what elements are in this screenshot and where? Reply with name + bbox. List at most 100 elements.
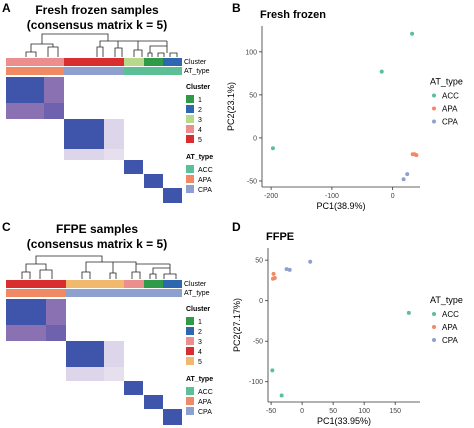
legend-label-2: 2 — [198, 329, 202, 336]
panel-a-legend-type: AT_type ACC APA CPA — [186, 154, 213, 194]
panel-d-scatter: FFPE-50 0 50 100 150-100-50050PC1(33.95%)PC2… — [232, 231, 463, 426]
legend-swatch-4 — [186, 125, 194, 133]
panel-b-x-axis-label: PC1(38.9%) — [316, 201, 365, 211]
cluster-bar-1 — [144, 58, 163, 66]
panel-c-dendrogram — [21, 255, 177, 279]
panel-b-point-cpa — [401, 177, 406, 182]
legend-type-title: AT_type — [186, 154, 213, 161]
panel-d-point-cpa — [284, 267, 289, 272]
panel-d-legend-label-cpa: CPA — [442, 336, 459, 345]
panel-b-point-acc — [379, 69, 384, 74]
legend-swatch-2 — [186, 327, 194, 335]
cluster-bar-3 — [124, 58, 144, 66]
legend-swatch-5 — [186, 135, 194, 143]
panel-b-y-tick-label: 50 — [249, 92, 257, 99]
legend-label-acc: ACC — [198, 389, 213, 396]
legend-label-2: 2 — [198, 107, 202, 114]
panel-b-title: Fresh frozen — [260, 9, 326, 21]
legend-label-3: 3 — [198, 339, 202, 346]
panel-d-y-tick-label: 0 — [259, 298, 263, 305]
cluster-bar-2 — [163, 280, 182, 288]
legend-type-title: AT_type — [186, 376, 213, 383]
panel-d-point-acc — [270, 368, 275, 373]
legend-cluster-title: Cluster — [186, 84, 210, 91]
cluster-bar-2 — [163, 58, 182, 66]
panel-d-x-tick-label: 100 — [358, 408, 370, 415]
panel-a-type-track — [6, 67, 182, 75]
panel-a-heatmap — [6, 77, 182, 203]
panel-d-x-tick-label: -50 — [266, 408, 276, 415]
legend-label-apa: APA — [198, 177, 212, 184]
panel-c-cluster-track — [6, 280, 182, 288]
legend-swatch-apa — [186, 397, 194, 405]
panel-d-y-tick-label: 50 — [255, 258, 263, 265]
panel-b-legend-marker-apa — [432, 106, 436, 111]
legend-swatch-apa — [186, 175, 194, 183]
legend-label-5: 5 — [198, 137, 202, 144]
panel-c-type-track — [6, 289, 182, 297]
legend-swatch-2 — [186, 105, 194, 113]
legend-swatch-acc — [186, 387, 194, 395]
legend-swatch-5 — [186, 357, 194, 365]
panel-d-legend-marker-cpa — [432, 338, 436, 342]
panel-d-legend-label-apa: APA — [442, 323, 458, 332]
panel-d-y-axis-label: PC2(27.17%) — [232, 298, 242, 352]
panel-b-scatter: Fresh frozen -200 -100 0 -50 0 50 100 PC1(38.9%)… — [226, 9, 463, 211]
legend-swatch-cpa — [186, 407, 194, 415]
panel-a-track-label-type: AT_type — [184, 68, 210, 75]
panel-c-letter: C — [2, 220, 11, 234]
panel-b-y-tick-label: 0 — [253, 135, 257, 142]
panel-d-y-tick-label: -50 — [253, 339, 263, 346]
panel-c-title-line1: FFPE samples — [56, 222, 138, 236]
panel-d-x-tick-label: 50 — [329, 408, 337, 415]
panel-b-y-tick-label: 100 — [245, 49, 257, 56]
panel-c-legend-cluster: Cluster 1 2 3 4 5 — [186, 306, 210, 366]
panel-c-legend-type: AT_type ACC APA CPA — [186, 376, 213, 416]
panel-d-x-tick-label: 0 — [300, 408, 304, 415]
panel-a-letter: A — [2, 1, 11, 15]
panel-d-point-cpa — [308, 259, 313, 264]
panel-b-legend-marker-acc — [432, 93, 436, 98]
panel-b-legend-label-acc: ACC — [442, 92, 459, 101]
legend-swatch-cpa — [186, 185, 194, 193]
panel-d-legend-marker-apa — [432, 325, 436, 329]
panel-a-legend-cluster: Cluster 1 2 3 4 5 — [186, 84, 210, 144]
legend-swatch-3 — [186, 115, 194, 123]
panel-d-letter: D — [232, 220, 241, 234]
type-bar-apa — [6, 67, 64, 75]
panel-b-legend-label-cpa: CPA — [442, 118, 459, 127]
panel-b-y-tick-label: -50 — [247, 178, 257, 185]
legend-cluster-title: Cluster — [186, 306, 210, 313]
type-bar-acc — [124, 67, 182, 75]
panel-d-point-apa — [270, 276, 275, 281]
panel-a-title-line1: Fresh frozen samples — [35, 3, 159, 17]
panel-b-y-axis-label: PC2(23.1%) — [226, 82, 236, 131]
panel-c: C FFPE samples (consensus matrix k = 5) … — [2, 220, 213, 425]
panel-c-track-label-cluster: Cluster — [184, 281, 207, 288]
cluster-bar-5 — [66, 280, 124, 288]
cluster-bar-3 — [124, 280, 144, 288]
legend-swatch-3 — [186, 337, 194, 345]
legend-label-3: 3 — [198, 117, 202, 124]
type-bar-cpa — [66, 289, 124, 297]
cluster-bar-4 — [6, 58, 64, 66]
panel-d-point-acc — [406, 310, 411, 315]
legend-label-4: 4 — [198, 127, 202, 134]
panel-c-track-label-type: AT_type — [184, 290, 210, 297]
legend-label-cpa: CPA — [198, 187, 212, 194]
type-bar-apa — [6, 289, 66, 297]
panel-a: A Fresh frozen samples (consensus matrix… — [2, 1, 213, 203]
legend-label-5: 5 — [198, 359, 202, 366]
cluster-bar-4 — [6, 280, 66, 288]
legend-label-1: 1 — [198, 319, 202, 326]
panel-d-point-apa — [271, 271, 276, 276]
panel-b-legend-marker-cpa — [432, 119, 436, 124]
legend-swatch-1 — [186, 95, 194, 103]
panel-b-point-cpa — [405, 172, 410, 177]
panel-c-heatmap — [6, 299, 182, 425]
panel-d-legend-label-acc: ACC — [442, 310, 459, 319]
legend-label-4: 4 — [198, 349, 202, 356]
panel-d-point-acc — [279, 393, 284, 398]
panel-d-legend-title: AT_type — [430, 295, 463, 305]
